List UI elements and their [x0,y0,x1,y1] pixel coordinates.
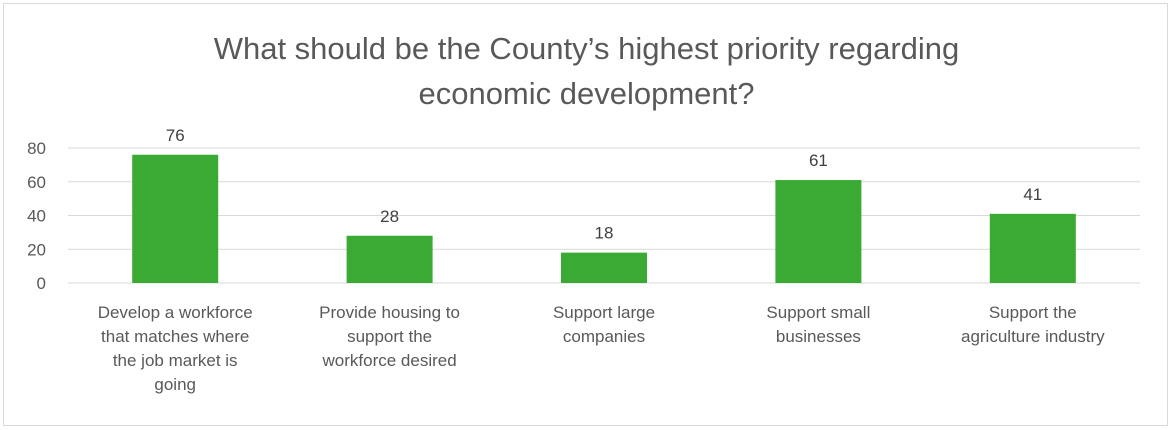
x-tick-label: businesses [776,327,861,346]
chart-title-line-1: What should be the County’s highest prio… [213,31,960,66]
x-tick-label: workforce desired [322,351,457,370]
x-tick-label: that matches where [101,327,249,346]
chart-title: What should be the County’s highest prio… [0,26,1173,116]
x-tick-label: Provide housing to [319,303,460,322]
x-tick-label: companies [563,327,645,346]
x-tick-label: Support large [553,303,655,322]
bar [346,235,433,283]
y-tick-label: 40 [27,207,46,226]
x-tick-label: agriculture industry [961,327,1105,346]
y-tick-label: 0 [37,274,46,293]
x-tick-label: support the [347,327,432,346]
x-tick-label: the job market is [113,351,238,370]
data-label: 76 [166,126,185,145]
y-tick-label: 60 [27,173,46,192]
data-label: 28 [380,207,399,226]
bar [132,154,219,283]
data-label: 61 [809,151,828,170]
bar [989,213,1076,283]
x-tick-label: Develop a workforce [98,303,253,322]
x-tick-label: Support small [766,303,870,322]
bar [561,252,647,283]
data-label: 41 [1023,185,1042,204]
chart-title-line-2: economic development? [418,76,755,111]
y-tick-label: 20 [27,240,46,259]
x-tick-label: Support the [989,303,1077,322]
data-label: 18 [595,224,614,243]
bar [775,180,862,283]
y-tick-label: 80 [27,139,46,158]
x-tick-label: going [154,375,196,394]
